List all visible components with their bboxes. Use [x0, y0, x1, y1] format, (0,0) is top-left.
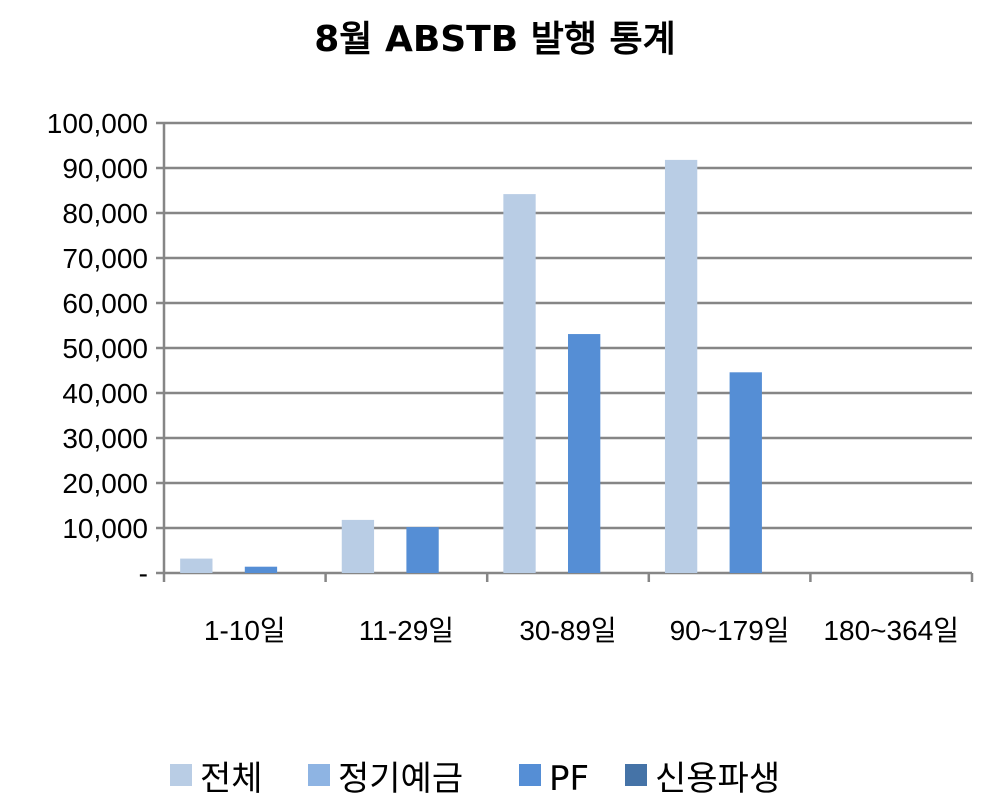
legend: 전체 정기예금 PF 신용파생	[170, 759, 780, 796]
bar	[664, 159, 698, 573]
chart-title: 8월 ABSTB 발행 통계	[314, 19, 676, 60]
bar	[180, 558, 213, 573]
legend-label: 전체	[200, 759, 263, 796]
x-tick-label: 90~179일	[670, 615, 790, 646]
legend-label: 신용파생	[655, 759, 780, 796]
x-tick-label: 30-89일	[519, 615, 616, 646]
y-tick-label: -	[139, 558, 148, 589]
bar	[341, 519, 375, 573]
bar	[503, 194, 536, 573]
x-tick-label: 180~364일	[823, 615, 959, 646]
y-tick-label: 90,000	[62, 153, 148, 184]
bar	[729, 372, 762, 573]
bar	[244, 566, 278, 573]
legend-label: 정기예금	[338, 759, 463, 796]
y-tick-label: 40,000	[62, 378, 148, 409]
x-axis-ticks: 1-10일 11-29일 30-89일 90~179일 180~364일	[162, 573, 974, 646]
y-axis-ticks: - 10,000 20,000 30,000 40,000 50,000 60,000 70,…	[47, 108, 164, 589]
y-tick-label: 10,000	[62, 513, 148, 544]
bar	[406, 527, 439, 573]
legend-swatch	[519, 764, 541, 786]
y-tick-label: 70,000	[62, 243, 148, 274]
y-tick-label: 60,000	[62, 288, 148, 319]
legend-swatch	[625, 764, 647, 786]
x-tick-label: 1-10일	[204, 615, 286, 646]
legend-swatch	[308, 764, 330, 786]
y-tick-label: 100,000	[47, 108, 148, 139]
y-tick-label: 20,000	[62, 468, 148, 499]
y-tick-label: 80,000	[62, 198, 148, 229]
x-tick-label: 11-29일	[359, 615, 454, 646]
y-tick-label: 50,000	[62, 333, 148, 364]
legend-label: PF	[549, 759, 589, 796]
y-tick-label: 30,000	[62, 423, 148, 454]
legend-swatch	[170, 764, 192, 786]
bar	[568, 334, 601, 573]
bars	[180, 159, 762, 573]
